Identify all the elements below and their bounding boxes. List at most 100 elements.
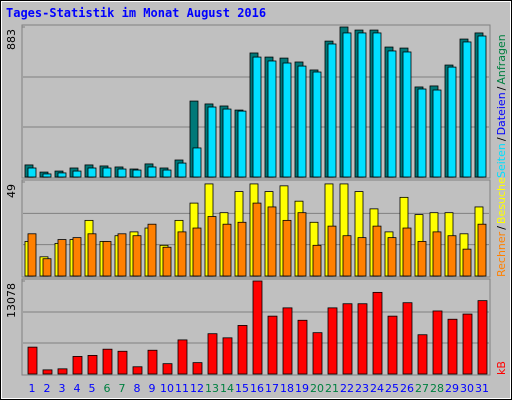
bar (387, 237, 397, 277)
bar (297, 319, 308, 375)
axis-label-part: Seiten (495, 143, 508, 178)
x-tick-label: 2 (44, 382, 51, 395)
bar (237, 221, 247, 277)
bar (312, 332, 323, 375)
x-tick-label: 16 (250, 382, 264, 395)
chart-title: Tages-Statistik im Monat August 2016 (6, 6, 266, 20)
x-tick-label: 4 (74, 382, 81, 395)
x-tick-label: 1 (29, 382, 36, 395)
bar (87, 233, 97, 277)
bar (327, 43, 337, 178)
bar (312, 244, 322, 277)
x-tick-label: 14 (220, 382, 234, 395)
bar (267, 315, 278, 375)
bar (327, 307, 338, 375)
bar (42, 258, 52, 277)
bar (252, 280, 263, 375)
bar (192, 362, 203, 375)
bar (72, 237, 82, 277)
bar (282, 307, 293, 375)
bar (282, 219, 292, 277)
bar (312, 71, 322, 178)
bar (222, 223, 232, 277)
bar (42, 173, 52, 178)
bar (327, 225, 337, 277)
x-tick-label: 9 (149, 382, 156, 395)
bar (402, 51, 412, 178)
bar (42, 369, 53, 375)
x-tick-label: 25 (385, 382, 399, 395)
axis-label-part: / (495, 226, 508, 230)
bar (177, 231, 187, 277)
bar (282, 62, 292, 178)
bar (462, 248, 472, 277)
bar (162, 363, 173, 375)
bar (57, 172, 67, 178)
bar (147, 166, 157, 178)
bar (57, 368, 68, 375)
bar (432, 89, 442, 178)
x-tick-label: 29 (445, 382, 459, 395)
axis-label-part: / (495, 86, 508, 90)
x-tick-label: 31 (475, 382, 489, 395)
bar (87, 354, 98, 375)
x-tick-label: 10 (160, 382, 174, 395)
bar (342, 32, 352, 178)
bar (132, 169, 142, 178)
bar (462, 313, 473, 375)
x-tick-label: 11 (175, 382, 189, 395)
bar (177, 339, 188, 375)
bar (267, 60, 277, 178)
bar (477, 223, 487, 277)
y-tick-label: 13078 (5, 283, 18, 318)
bar (357, 237, 367, 277)
bar (357, 303, 368, 375)
x-tick-label: 22 (340, 382, 354, 395)
bar (387, 50, 397, 178)
x-tick-label: 27 (415, 382, 429, 395)
bar (102, 348, 113, 375)
bar (342, 235, 352, 277)
bar (192, 147, 202, 178)
x-tick-label: 30 (460, 382, 474, 395)
bar (27, 167, 37, 178)
bar (192, 227, 202, 277)
bar (72, 356, 83, 375)
bar (417, 334, 428, 375)
bar (267, 206, 277, 277)
bar (117, 233, 127, 277)
x-tick-label: 26 (400, 382, 414, 395)
bar (87, 167, 97, 178)
axis-label-part: Anfragen (495, 34, 508, 84)
axis-label: Seiten / Dateien / Anfragen (495, 34, 508, 178)
y-tick-label: 883 (5, 29, 18, 50)
x-tick-label: 23 (355, 382, 369, 395)
bar (477, 300, 488, 375)
x-tick-label: 18 (280, 382, 294, 395)
bar (252, 202, 262, 277)
axis-label-part: Besuche (495, 177, 508, 224)
bar (432, 310, 443, 375)
bar (222, 337, 233, 375)
bar (132, 235, 142, 277)
x-tick-label: 20 (310, 382, 324, 395)
x-tick-label: 13 (205, 382, 219, 395)
bar (132, 366, 143, 375)
x-tick-label: 6 (104, 382, 111, 395)
bar (162, 169, 172, 178)
y-tick-label: 49 (5, 184, 18, 198)
bar (447, 235, 457, 277)
bar (237, 325, 248, 375)
bar (102, 167, 112, 178)
x-tick-label: 7 (119, 382, 126, 395)
axis-label-part: Rechner (495, 231, 508, 277)
x-tick-label: 21 (325, 382, 339, 395)
axis-label: Rechner/ Besuche (495, 177, 508, 277)
x-tick-label: 17 (265, 382, 279, 395)
bar (207, 216, 217, 277)
bar (432, 231, 442, 277)
bar (297, 65, 307, 178)
axis-label-part: kB (495, 361, 508, 375)
x-tick-label: 8 (134, 382, 141, 395)
